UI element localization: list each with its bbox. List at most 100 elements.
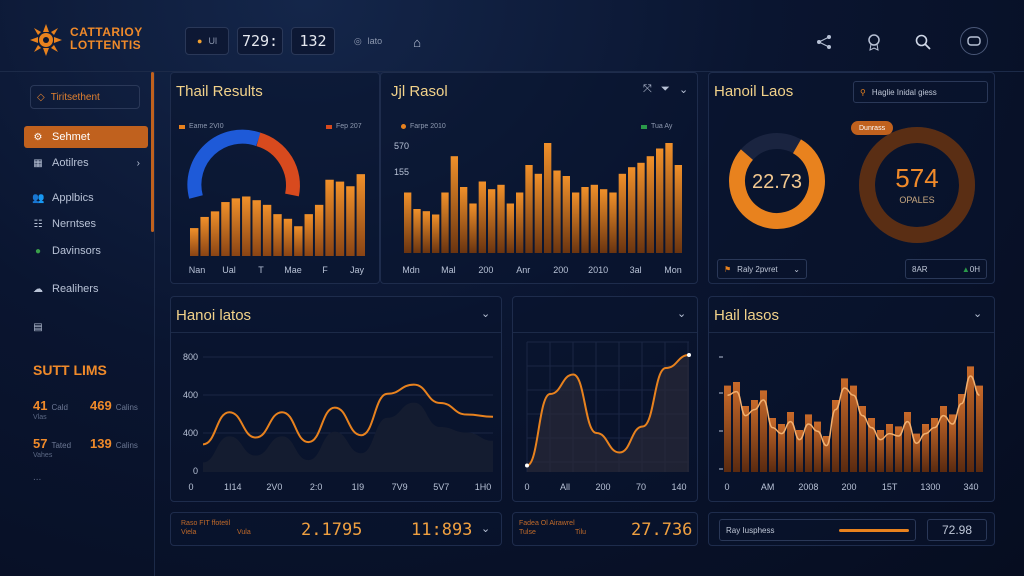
bar (304, 214, 313, 256)
bar (432, 214, 440, 253)
lato-chip[interactable]: ◎ lato (345, 27, 391, 55)
bar (958, 394, 965, 472)
sidebar-item-sehmet[interactable]: ⚙ Sehmet (24, 126, 148, 148)
bar (294, 226, 303, 256)
chevron-down-icon[interactable]: ⌄ (677, 308, 687, 320)
status-pill[interactable]: Dunrass (851, 121, 894, 135)
bag-icon[interactable]: ⌂ (413, 34, 421, 50)
bar (814, 421, 821, 472)
legend-left: Farpe 2010 (401, 123, 446, 130)
y-tick-label: 400 (183, 390, 198, 400)
x-tick-label: 1300 (920, 482, 940, 492)
bar (497, 184, 505, 253)
period-dropdown-label: Raly 2pvret (737, 264, 778, 274)
bar (656, 148, 664, 253)
bar (841, 378, 848, 472)
stat-1: 41 Cald Vlas (33, 398, 68, 421)
donut-arc (729, 133, 825, 229)
bar (733, 382, 740, 472)
chevron-down-icon[interactable]: ⌄ (973, 308, 983, 320)
x-tick-label: 1H0 (475, 482, 492, 492)
panel-title: Hail lasos (714, 307, 780, 324)
legend-right: Fep 207 (326, 123, 362, 130)
bar (760, 390, 767, 472)
bulb-chip[interactable]: ● Ul (185, 27, 229, 55)
target-icon: ◎ (353, 35, 362, 46)
sidebar-item-docs[interactable]: ▤ (24, 316, 148, 338)
caption-line: Tulse (519, 529, 536, 536)
badge-icon[interactable] (862, 30, 886, 54)
bar (949, 414, 956, 472)
share-icon[interactable] (812, 30, 836, 54)
brand-logo[interactable]: CATTARIOY LOTTENTIS (28, 20, 168, 60)
stat-value: 57 (33, 436, 48, 451)
footer-caption-2: Vula (237, 529, 251, 536)
stat-label: Calins (115, 403, 138, 412)
progress-field[interactable]: Ray Iusphess (719, 519, 916, 541)
more-ellipsis[interactable]: ... (33, 472, 42, 483)
filter-dropdown[interactable]: ⚲ Haglie Inidal giess (853, 81, 988, 103)
counter-chip-1[interactable]: 729: (237, 27, 283, 55)
period-dropdown[interactable]: ⚑ Raly 2pvret ⌄ (717, 259, 807, 279)
x-tick-label: 140 (671, 482, 686, 492)
workspace-select[interactable]: ◇ Tiritsethent (30, 85, 140, 109)
bar (221, 202, 230, 256)
x-tick-label: 1I9 (352, 482, 365, 492)
grid-icon: ▦ (33, 157, 43, 169)
brand-line-1: CATTARIOY (70, 25, 143, 39)
sidebar-item-label: Aotilres (52, 157, 89, 169)
progress-label: Ray Iusphess (726, 525, 775, 535)
metric-value: 27.736 (631, 520, 693, 540)
bar (242, 196, 251, 256)
bar (478, 181, 486, 253)
x-tick-label: Anr (516, 265, 530, 275)
search-icon[interactable] (911, 30, 935, 54)
donut-2-sub: OPALES (899, 195, 935, 205)
bar (283, 218, 293, 256)
chevron-down-icon[interactable]: ⌄ (481, 308, 491, 320)
bar (581, 187, 589, 253)
bar (572, 192, 580, 253)
brand-line-2: LOTTENTIS (70, 38, 142, 52)
sidebar-item-davinsors[interactable]: ● Davinsors (24, 240, 148, 262)
metric-value-2: 11:893 (411, 520, 473, 540)
chevron-down-icon[interactable]: ⌄ (481, 523, 491, 535)
chevron-down-icon[interactable]: ⌄ (679, 84, 689, 96)
series-line (526, 354, 690, 467)
sidebar-item-label: Nerntses (52, 218, 97, 230)
bar (441, 192, 449, 253)
filter-icon[interactable]: ⏷ (661, 83, 670, 95)
sidebar-item-nerntses[interactable]: ☷ Nerntses (24, 213, 148, 235)
bar (913, 433, 920, 472)
series-line (202, 383, 494, 446)
bar (895, 426, 902, 472)
trend-line (727, 375, 980, 447)
stat-label: Tated (51, 441, 72, 450)
x-tick-label: 200 (595, 482, 610, 492)
bar (904, 412, 911, 472)
chart-wave: 0 All 200 70 140 (524, 341, 691, 492)
counter-chip-2[interactable]: 132 (291, 27, 335, 55)
stat-label: Cald (51, 403, 68, 412)
panel-title: Thail Results (176, 83, 263, 100)
sidebar-item-aotilres[interactable]: ▦ Aotilres › (24, 152, 148, 174)
user-circle-icon[interactable] (960, 27, 988, 55)
x-tick-label: Nan (189, 265, 206, 275)
x-tick-label: 5V7 (433, 482, 449, 492)
x-tick-label: 15T (882, 482, 898, 492)
sidebar-item-applbics[interactable]: 👥 Applbics (24, 187, 148, 209)
bar (450, 156, 458, 253)
trend-badge-left: 8AR (912, 264, 928, 274)
sidebar-item-label: Realihers (52, 283, 99, 295)
x-tick-label: 200 (841, 482, 856, 492)
footer-caption-2: Tilu (575, 529, 587, 536)
bar (325, 179, 334, 256)
cloud-icon: ☁ (33, 283, 43, 295)
sunburst-logo-icon (30, 24, 62, 56)
bar (314, 204, 324, 256)
sidebar-scrollbar[interactable] (151, 72, 154, 232)
sidebar-item-realihers[interactable]: ☁ Realihers (24, 278, 148, 300)
expand-icon[interactable]: ⤧ (643, 83, 652, 95)
panel-hanoi-latos: Hanoi latos ⌄ 800 400 400 0 0 1I14 2V0 2:0 1I9 7V… (170, 296, 502, 502)
donut-charts (729, 127, 975, 244)
